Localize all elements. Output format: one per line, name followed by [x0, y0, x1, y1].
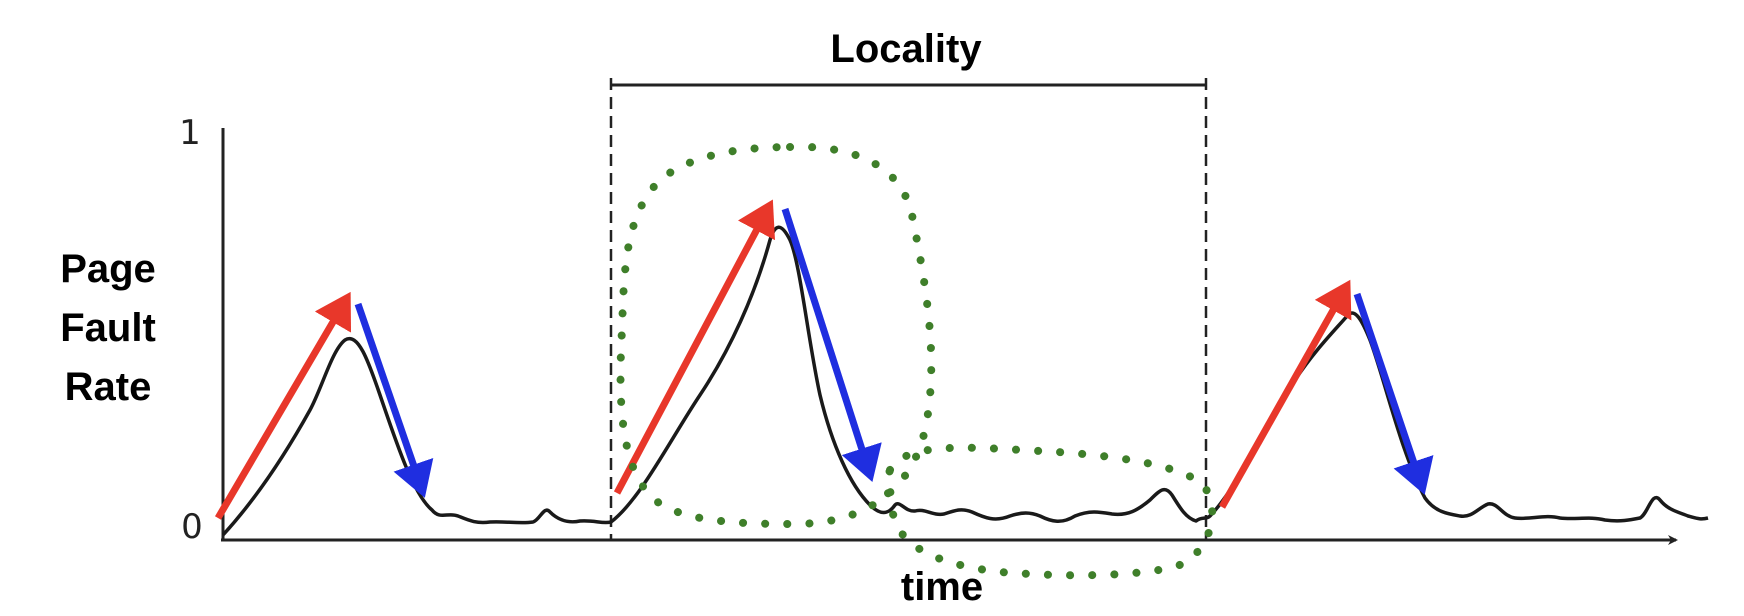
xlabel: time	[901, 565, 983, 609]
locality-title: Locality	[830, 27, 982, 71]
rise-arrow-3	[1218, 279, 1352, 509]
locality-region-tail	[883, 443, 1217, 580]
rise-arrow-2	[613, 199, 775, 495]
locality-region-peak	[616, 142, 936, 529]
ylabel-line-2: Fault	[60, 306, 156, 350]
rise-arrow-1	[214, 291, 352, 520]
y-tick-0: 0	[181, 507, 203, 547]
fall-arrow-1	[354, 302, 434, 498]
y-tick-1: 1	[179, 113, 201, 153]
page-fault-rate-curve	[221, 225, 1709, 537]
fall-arrow-3	[1353, 292, 1434, 495]
ylabel-line-1: Page	[60, 247, 156, 291]
ylabel-line-3: Rate	[65, 365, 152, 409]
fall-arrow-2	[781, 207, 882, 482]
